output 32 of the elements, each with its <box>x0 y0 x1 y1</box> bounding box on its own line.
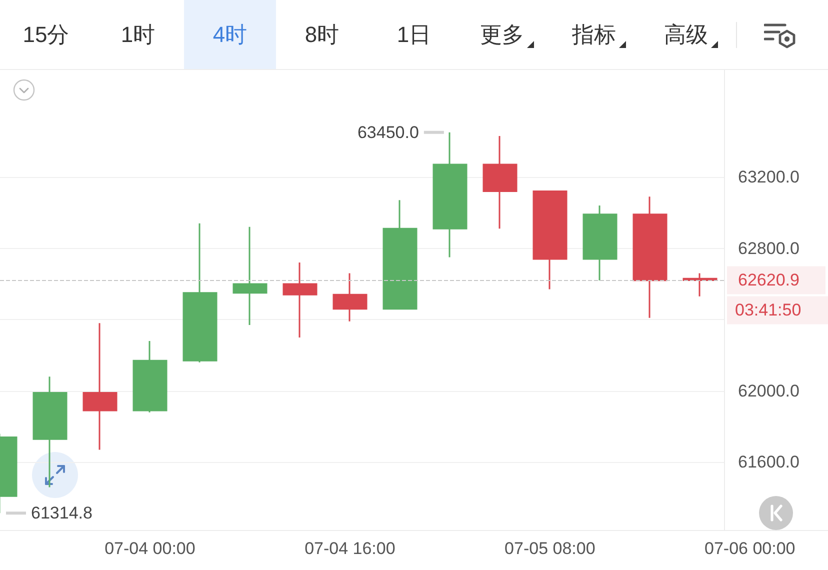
text: 更多 <box>480 20 524 48</box>
candlestick <box>32 376 68 488</box>
candlestick <box>232 226 268 326</box>
candlestick <box>82 322 118 451</box>
candlestick <box>632 196 668 319</box>
text: 15分 <box>22 20 70 48</box>
candlestick <box>132 340 168 414</box>
text: 8时 <box>304 20 340 48</box>
y-tick-label: 62000.0 <box>738 381 800 400</box>
y-tick-label: 62800.0 <box>738 238 800 258</box>
annotation: 61314.8 <box>31 504 92 523</box>
candlestick <box>332 272 368 322</box>
annotation: 63450.0 <box>357 122 419 142</box>
candlestick <box>532 190 568 290</box>
x-tick-label: 07-04 00:00 <box>104 539 196 558</box>
x-tick-label: 07-05 08:00 <box>504 539 596 558</box>
ref-line-label: 62620.9 <box>738 270 800 290</box>
text: 1时 <box>120 20 156 48</box>
y-tick-label: 61600.0 <box>738 452 800 472</box>
y-tick-label: 63200.0 <box>738 167 800 186</box>
candlestick <box>382 199 418 310</box>
x-tick-label: 07-06 00:00 <box>704 539 796 558</box>
selected-tab: 4时 <box>184 0 276 69</box>
candlestick <box>582 204 618 282</box>
x-tick-label: 07-04 16:00 <box>304 539 396 558</box>
candlestick <box>282 262 318 338</box>
text: 指标 <box>572 20 616 48</box>
candlestick <box>482 135 518 230</box>
annotation: 03:41:50 <box>735 300 802 320</box>
text: 高级 <box>664 20 708 48</box>
candlestick <box>182 222 218 364</box>
text: 1日 <box>396 20 432 48</box>
